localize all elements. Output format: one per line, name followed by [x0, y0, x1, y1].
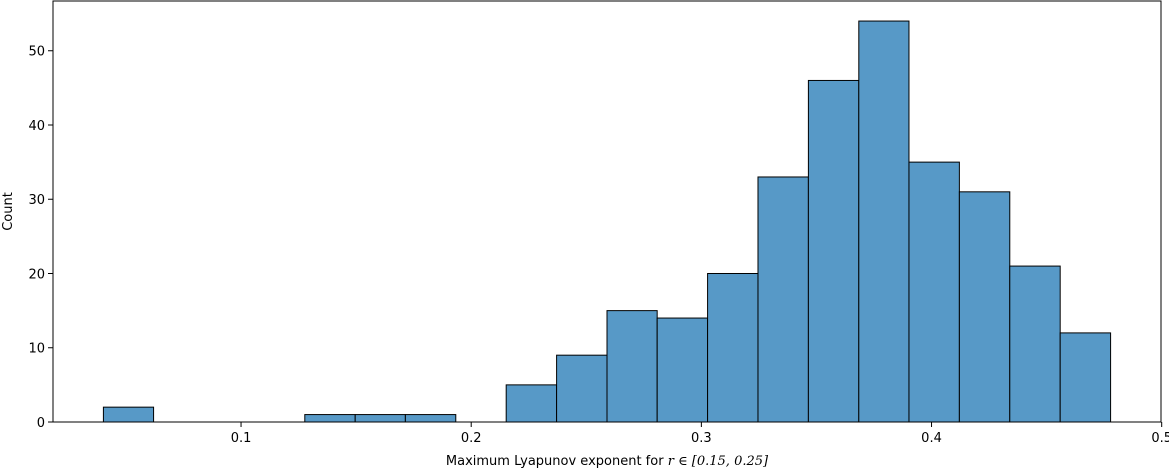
histogram-bar-4 — [304, 414, 356, 423]
histogram-bar-12 — [707, 272, 759, 423]
y-tick-label-3: 30 — [28, 193, 45, 208]
histogram-bar-0 — [102, 406, 155, 423]
histogram-bar-5 — [354, 414, 406, 423]
histogram-bar-15 — [858, 20, 910, 423]
histogram-bar-10 — [606, 310, 658, 423]
y-tick-label-1: 10 — [28, 342, 45, 357]
histogram-bar-17 — [958, 191, 1011, 423]
x-tick-label-2: 0.3 — [691, 431, 712, 446]
bars-group — [102, 20, 1112, 423]
y-tick-label-5: 50 — [28, 45, 45, 60]
x-tick-label-1: 0.2 — [461, 431, 482, 446]
histogram-bar-19 — [1059, 332, 1112, 423]
y-axis-label: Count — [1, 192, 16, 231]
x-tick-label-4: 0.5 — [1151, 431, 1169, 446]
x-axis-label: Maximum Lyapunov exponent for r ∈ [0.15,… — [446, 454, 769, 469]
x-tick-label-0: 0.1 — [231, 431, 252, 446]
histogram-bar-13 — [757, 176, 809, 423]
histogram-bar-9 — [556, 354, 608, 423]
y-tick-label-4: 40 — [28, 119, 45, 134]
y-axis-ticks: 0 10 20 30 40 50 — [28, 45, 53, 431]
x-axis-label-prefix: Maximum Lyapunov exponent for — [446, 454, 668, 469]
histogram-bar-14 — [807, 79, 860, 423]
plot-frame — [52, 0, 1162, 423]
histogram-bar-6 — [404, 414, 457, 423]
histogram-bar-8 — [505, 384, 558, 423]
x-axis-label-math: r ∈ [0.15, 0.25] — [668, 454, 769, 469]
histogram-bar-18 — [1009, 265, 1061, 423]
y-tick-label-2: 20 — [28, 267, 45, 282]
x-axis-ticks: 0.1 0.2 0.3 0.4 0.5 — [231, 422, 1169, 446]
x-tick-label-3: 0.4 — [921, 431, 942, 446]
histogram-bar-11 — [656, 317, 709, 423]
histogram-bar-16 — [908, 161, 960, 423]
y-tick-label-0: 0 — [37, 416, 45, 431]
